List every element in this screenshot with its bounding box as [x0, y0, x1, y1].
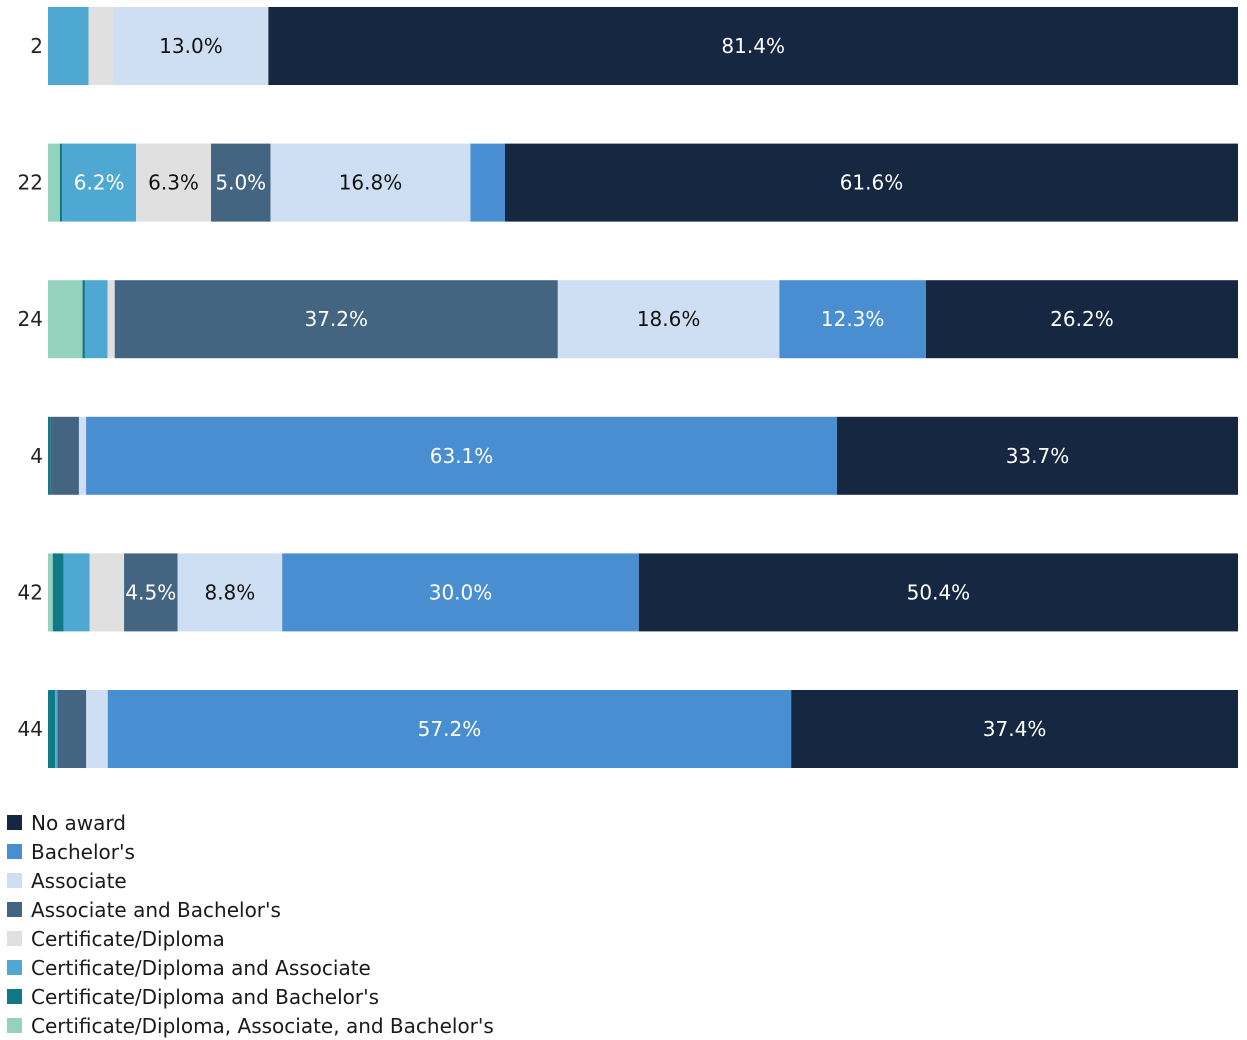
bar-segment: [48, 416, 51, 495]
bar-segment: [177, 553, 283, 632]
data-label: 57.2%: [418, 717, 482, 741]
bar-segment: [107, 690, 792, 768]
legend-swatch: [7, 844, 22, 859]
bar-segment: [63, 553, 90, 632]
y-tick-label: 2: [30, 34, 43, 58]
bar-segment: [86, 690, 108, 768]
legend-item: Certificate/Diploma and Associate: [7, 953, 494, 982]
bar-segment: [470, 143, 505, 222]
bar-segment: [268, 7, 1238, 85]
y-tick-label: 42: [18, 580, 43, 604]
bar-segment: [114, 280, 558, 359]
data-label: 37.2%: [304, 307, 368, 331]
bar-segment: [89, 553, 125, 632]
y-tick-label: 4: [30, 444, 43, 468]
data-label: 81.4%: [721, 34, 785, 58]
data-label: 50.4%: [907, 580, 971, 604]
legend-item: Certificate/Diploma and Bachelor's: [7, 982, 494, 1011]
legend-label: Certificate/Diploma and Associate: [31, 955, 371, 980]
bar-segment: [48, 553, 53, 632]
bar-segment: [62, 143, 137, 222]
bar-segment: [48, 7, 89, 85]
bar-segment: [211, 143, 271, 222]
bar-segment: [270, 143, 471, 222]
legend: No award Bachelor's Associate Associate and…: [7, 808, 494, 1040]
legend-item: Certificate/Diploma: [7, 924, 494, 953]
data-label: 12.3%: [821, 307, 885, 331]
bar-segment: [88, 7, 114, 85]
bar-segment: [48, 143, 60, 222]
bar-segment: [113, 7, 269, 85]
bars: [48, 7, 1239, 768]
legend-swatch: [7, 989, 22, 1004]
legend-label: No award: [31, 810, 126, 835]
data-label: 18.6%: [637, 307, 701, 331]
legend-swatch: [7, 960, 22, 975]
bar-segment: [638, 553, 1238, 632]
legend-label: Certificate/Diploma: [31, 926, 225, 951]
data-label: 13.0%: [159, 34, 223, 58]
data-label: 33.7%: [1006, 444, 1070, 468]
y-tick-label: 44: [18, 717, 43, 741]
legend-item: Associate and Bachelor's: [7, 895, 494, 924]
y-tick-label: 22: [18, 171, 43, 195]
bar-segment: [282, 553, 639, 632]
bar-segment: [78, 416, 87, 495]
data-label: 26.2%: [1050, 307, 1114, 331]
bar-segment: [52, 553, 64, 632]
bar-segment: [836, 416, 1238, 495]
bar-segment: [557, 280, 780, 359]
legend-label: Associate and Bachelor's: [31, 897, 281, 922]
legend-swatch: [7, 873, 22, 888]
data-label: 5.0%: [215, 171, 266, 195]
bar-segment: [48, 690, 56, 768]
bar-segment: [82, 280, 85, 359]
bar-segment: [107, 280, 115, 359]
bar-segment: [48, 280, 83, 359]
data-label: 16.8%: [339, 171, 403, 195]
bar-segment: [55, 690, 58, 768]
bar-segment: [925, 280, 1238, 359]
data-label: 63.1%: [430, 444, 494, 468]
bar-segment: [136, 143, 212, 222]
bar-segment: [59, 143, 63, 222]
legend-item: No award: [7, 808, 494, 837]
data-label: 61.6%: [840, 171, 904, 195]
data-label: 30.0%: [429, 580, 493, 604]
data-label: 6.3%: [148, 171, 199, 195]
bar-segment: [50, 416, 79, 495]
legend-label: Bachelor's: [31, 839, 135, 864]
data-labels: 13.0% 81.4% 6.2% 6.3% 5.0% 16.8% 61.6% 37.2% 18.…: [74, 34, 1114, 741]
bar-segment: [124, 553, 178, 632]
legend-swatch: [7, 815, 22, 830]
legend-label: Certificate/Diploma and Bachelor's: [31, 984, 380, 1009]
legend-swatch: [7, 902, 22, 917]
bar-segment: [504, 143, 1239, 222]
legend-swatch: [7, 931, 22, 946]
legend-item: Certificate/Diploma, Associate, and Bach…: [7, 1011, 494, 1040]
data-label: 37.4%: [983, 717, 1047, 741]
bar-segment: [86, 416, 837, 495]
legend-item: Bachelor's: [7, 837, 494, 866]
y-tick-label: 24: [18, 307, 43, 331]
legend-swatch: [7, 1018, 22, 1033]
legend-item: Associate: [7, 866, 494, 895]
data-label: 8.8%: [204, 580, 255, 604]
bar-segment: [779, 280, 926, 359]
legend-label: Associate: [31, 868, 127, 893]
bar-segment: [84, 280, 108, 359]
bar-segment: [791, 690, 1238, 768]
data-label: 6.2%: [74, 171, 125, 195]
bar-segment: [57, 690, 87, 768]
data-label: 4.5%: [125, 580, 176, 604]
legend-label: Certificate/Diploma, Associate, and Bach…: [31, 1013, 494, 1038]
